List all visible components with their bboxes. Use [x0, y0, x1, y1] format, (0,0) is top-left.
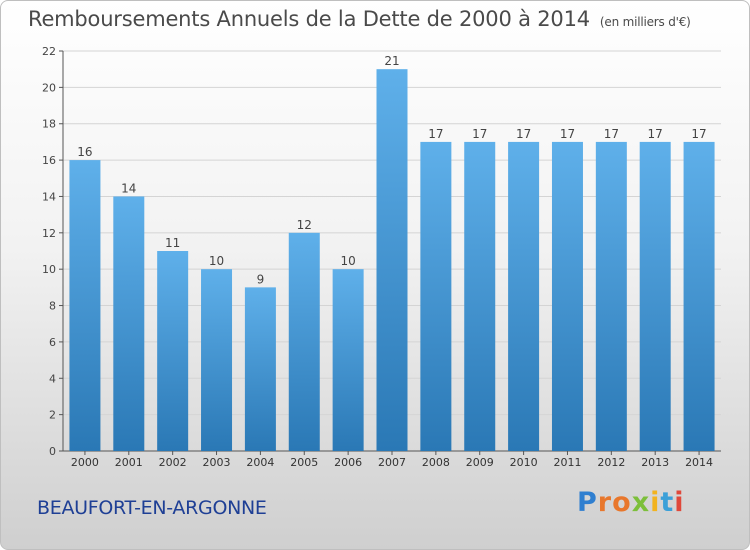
x-tick-label: 2008 — [422, 456, 450, 469]
y-tick-label: 8 — [49, 300, 56, 313]
bar-2004 — [244, 287, 276, 451]
data-label-2014: 17 — [691, 127, 706, 141]
y-tick-label: 20 — [42, 81, 56, 94]
x-tick-label: 2002 — [159, 456, 187, 469]
bars — [69, 69, 715, 451]
data-label-2010: 17 — [516, 127, 531, 141]
chart-title-unit: (en milliers d'€) — [599, 15, 691, 29]
x-tick-label: 2014 — [685, 456, 713, 469]
bar-2010 — [508, 141, 540, 451]
chart-title-text: Remboursements Annuels de la Dette de 20… — [28, 7, 590, 31]
y-tick-label: 0 — [49, 445, 56, 458]
y-tick-label: 22 — [42, 45, 56, 58]
x-tick-label: 2009 — [466, 456, 494, 469]
logo-letter: i — [650, 487, 661, 518]
bar-2013 — [639, 141, 671, 451]
x-tick-label: 2003 — [203, 456, 231, 469]
x-tick-label: 2010 — [510, 456, 538, 469]
chart-title: Remboursements Annuels de la Dette de 20… — [28, 7, 691, 31]
x-tick-label: 2005 — [290, 456, 318, 469]
data-label-2006: 10 — [340, 254, 355, 268]
data-label-2003: 10 — [209, 254, 224, 268]
data-label-2001: 14 — [121, 181, 136, 195]
x-tick-label: 2007 — [378, 456, 406, 469]
y-tick-label: 10 — [42, 263, 56, 276]
logo-letter: o — [612, 487, 632, 518]
bar-2006 — [332, 269, 364, 451]
y-tick-label: 12 — [42, 227, 56, 240]
x-tick-label: 2001 — [115, 456, 143, 469]
x-tick-label: 2012 — [597, 456, 625, 469]
bar-2003 — [201, 269, 233, 451]
x-tick-label: 2013 — [641, 456, 669, 469]
data-label-2012: 17 — [604, 127, 619, 141]
data-label-2009: 17 — [472, 127, 487, 141]
logo-letter: i — [674, 487, 685, 518]
data-label-2005: 12 — [297, 218, 312, 232]
bar-2002 — [157, 251, 189, 451]
data-label-2008: 17 — [428, 127, 443, 141]
axes: 0 2 4 6 8 10 12 14 16 18 20 22 2000 2001 2002 2003 2004 2… — [42, 45, 721, 469]
logo-letter: P — [577, 487, 598, 518]
logo-letter: t — [660, 487, 675, 518]
bar-2011 — [551, 141, 583, 451]
bar-2005 — [288, 232, 320, 451]
logo-letter: x — [631, 487, 651, 518]
logo-letter: r — [597, 487, 613, 518]
y-tick-label: 6 — [49, 336, 56, 349]
commune-name: BEAUFORT-EN-ARGONNE — [37, 497, 267, 519]
data-label-2000: 16 — [77, 145, 92, 159]
x-tick-label: 2000 — [71, 456, 99, 469]
data-label-2013: 17 — [648, 127, 663, 141]
bar-2001 — [113, 196, 145, 451]
bar-2009 — [464, 141, 496, 451]
y-tick-label: 4 — [49, 372, 56, 385]
y-tick-label: 18 — [42, 118, 56, 131]
bar-2014 — [683, 141, 715, 451]
proxiti-logo[interactable]: Proxiti — [577, 487, 685, 518]
data-label-2007: 21 — [384, 54, 399, 68]
data-labels: 16 14 11 10 9 12 10 21 17 17 17 17 17 17 17 — [77, 54, 706, 286]
y-tick-label: 14 — [42, 190, 56, 203]
x-tick-label: 2011 — [553, 456, 581, 469]
bar-2000 — [69, 160, 101, 451]
bar-2007 — [376, 69, 408, 451]
y-tick-label: 16 — [42, 154, 56, 167]
x-tick-label: 2006 — [334, 456, 362, 469]
bar-2012 — [595, 141, 627, 451]
bar-2008 — [420, 141, 452, 451]
data-label-2002: 11 — [165, 236, 180, 250]
y-tick-label: 2 — [49, 409, 56, 422]
data-label-2004: 9 — [257, 272, 265, 286]
data-label-2011: 17 — [560, 127, 575, 141]
x-tick-label: 2004 — [246, 456, 274, 469]
